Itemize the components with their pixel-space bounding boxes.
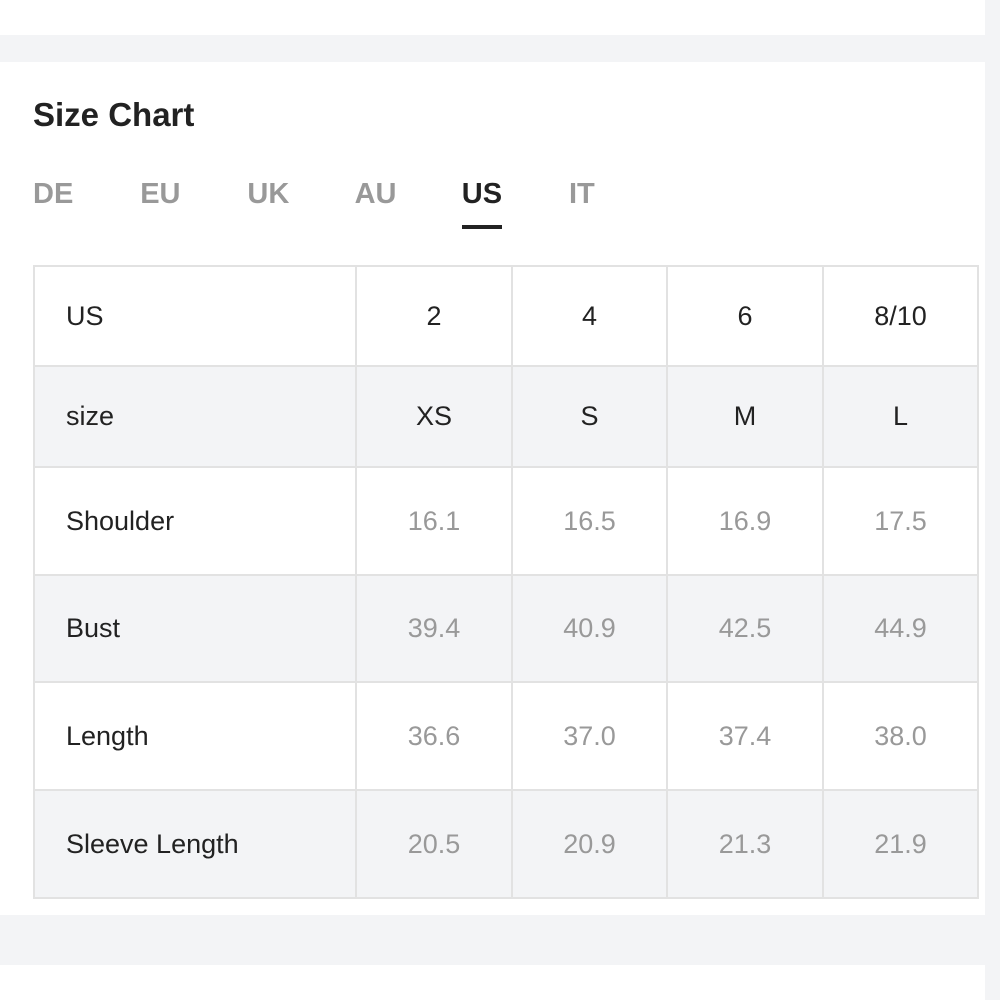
cell: 21.3	[666, 789, 824, 899]
size-table: US 2 4 6 8/10 size XS S M L Shoulder 16.1 16.5 16.9 17…	[33, 265, 979, 899]
cell: 16.1	[355, 466, 513, 576]
row-label: Bust	[33, 574, 357, 683]
cell: 38.0	[822, 681, 979, 791]
table-row: Sleeve Length 20.5 20.9 21.3 21.9	[33, 789, 979, 899]
separator	[0, 915, 985, 965]
cell: 8/10	[822, 265, 979, 367]
cell: 16.5	[511, 466, 668, 576]
cell: S	[511, 365, 668, 468]
table-row: Bust 39.4 40.9 42.5 44.9	[33, 574, 979, 683]
row-label: Length	[33, 681, 357, 791]
cell: 20.9	[511, 789, 668, 899]
scrollbar-track	[985, 0, 1000, 1000]
table-row: size XS S M L	[33, 365, 979, 468]
size-tab[interactable]: IT	[569, 178, 595, 210]
cell: 17.5	[822, 466, 979, 576]
cell: L	[822, 365, 979, 468]
cell: 16.9	[666, 466, 824, 576]
cell: 40.9	[511, 574, 668, 683]
cell: 6	[666, 265, 824, 367]
cell: M	[666, 365, 824, 468]
cell: 4	[511, 265, 668, 367]
cell: 39.4	[355, 574, 513, 683]
size-tab[interactable]: EU	[140, 178, 181, 210]
tab-bar: DE EU UK AU US IT	[33, 178, 733, 240]
row-label: Sleeve Length	[33, 789, 357, 899]
table-row: Length 36.6 37.0 37.4 38.0	[33, 681, 979, 791]
cell: 2	[355, 265, 513, 367]
cell: 44.9	[822, 574, 979, 683]
section-title: Size Chart	[33, 96, 195, 133]
cell: 20.5	[355, 789, 513, 899]
row-label: US	[33, 265, 357, 367]
size-tab[interactable]: DE	[33, 178, 74, 210]
size-tab[interactable]: AU	[354, 178, 397, 210]
cell: 37.0	[511, 681, 668, 791]
row-label: Shoulder	[33, 466, 357, 576]
row-label: size	[33, 365, 357, 468]
table-row: Shoulder 16.1 16.5 16.9 17.5	[33, 466, 979, 576]
size-tab[interactable]: UK	[247, 178, 290, 210]
separator	[0, 35, 985, 62]
size-tab[interactable]: US	[461, 178, 503, 229]
cell: 36.6	[355, 681, 513, 791]
cell: 37.4	[666, 681, 824, 791]
cell: XS	[355, 365, 513, 468]
table-row: US 2 4 6 8/10	[33, 265, 979, 367]
cell: 21.9	[822, 789, 979, 899]
cell: 42.5	[666, 574, 824, 683]
